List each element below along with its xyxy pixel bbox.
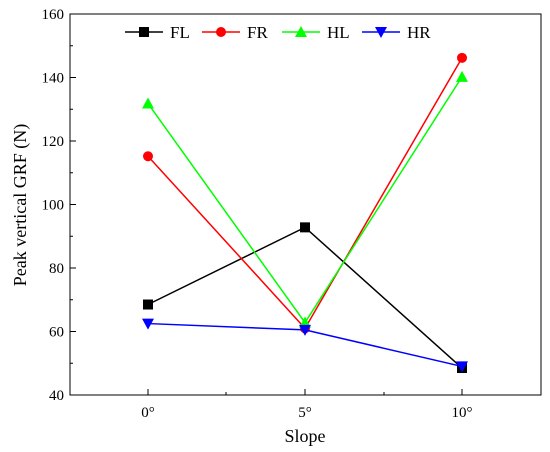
y-axis-title: Peak vertical GRF (N) <box>10 124 31 286</box>
data-point-hl <box>299 316 311 328</box>
y-tick-label: 140 <box>42 71 65 87</box>
legend-marker-hl <box>295 26 307 37</box>
y-axis: 40 60 80 100 120 140 160 <box>42 7 76 404</box>
legend-marker-fl <box>139 27 149 37</box>
series-line-fr <box>147 57 463 330</box>
x-axis-title: Slope <box>284 426 325 446</box>
x-tick-label: 5° <box>298 405 312 421</box>
data-point-hr <box>142 318 154 330</box>
data-point-hl <box>456 70 468 82</box>
y-tick-label: 60 <box>49 325 64 341</box>
x-axis: 0° 5° 10° <box>141 389 473 421</box>
x-tick-label: 0° <box>141 405 155 421</box>
legend-label-fr: FR <box>247 23 268 42</box>
series-layer <box>142 52 468 374</box>
data-point-hr <box>299 324 311 336</box>
legend-marker-hr <box>375 27 387 38</box>
legend-marker-fr <box>216 27 226 37</box>
y-tick-label: 40 <box>49 388 64 404</box>
y-tick-label: 160 <box>42 7 65 23</box>
series-line-hl <box>147 76 463 324</box>
legend-label-hl: HL <box>327 23 350 42</box>
legend: FL FR HL HR <box>125 23 431 42</box>
data-point-fl <box>300 222 310 233</box>
data-point-hr <box>456 361 468 373</box>
data-point-fr <box>143 151 153 162</box>
plot-frame <box>69 13 542 396</box>
data-point-fr <box>457 52 467 63</box>
y-tick-label: 80 <box>49 261 64 277</box>
x-tick-label: 10° <box>452 405 473 421</box>
series-line-fl <box>147 226 463 369</box>
data-point-hl <box>142 97 154 109</box>
data-point-fl <box>143 299 153 310</box>
legend-label-fl: FL <box>170 23 190 42</box>
y-tick-label: 100 <box>42 198 65 214</box>
legend-label-hr: HR <box>407 23 431 42</box>
y-tick-label: 120 <box>42 134 65 150</box>
